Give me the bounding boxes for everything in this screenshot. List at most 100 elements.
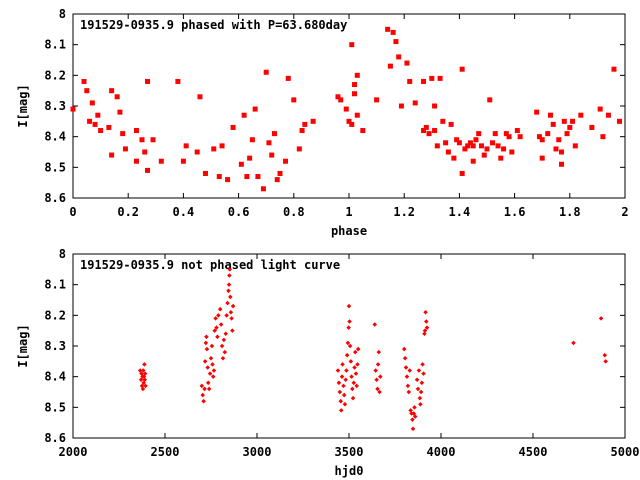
data-point bbox=[114, 94, 120, 100]
data-point bbox=[338, 97, 344, 103]
data-point bbox=[432, 103, 438, 109]
x-tick-label: 0.6 bbox=[228, 205, 250, 219]
data-point bbox=[291, 97, 297, 103]
data-point bbox=[424, 325, 430, 330]
data-point bbox=[216, 313, 221, 318]
data-point bbox=[220, 356, 226, 361]
data-point bbox=[139, 137, 145, 143]
data-point bbox=[459, 170, 465, 176]
data-point bbox=[611, 66, 617, 72]
data-point bbox=[495, 143, 501, 149]
data-point bbox=[227, 273, 232, 278]
data-point bbox=[501, 146, 507, 152]
x-tick-label: 0.4 bbox=[173, 205, 195, 219]
data-point bbox=[559, 149, 565, 155]
y-tick-label: 8.5 bbox=[44, 400, 66, 414]
data-point bbox=[396, 54, 402, 60]
data-point bbox=[226, 288, 231, 294]
data-point bbox=[109, 152, 115, 158]
data-point bbox=[200, 392, 205, 398]
data-point bbox=[426, 131, 432, 137]
data-point bbox=[418, 389, 424, 395]
data-point bbox=[138, 377, 144, 382]
x-tick-label: 1.2 bbox=[393, 205, 415, 219]
data-point bbox=[120, 131, 126, 137]
data-point bbox=[338, 398, 343, 404]
data-point bbox=[122, 146, 128, 152]
data-point bbox=[402, 356, 408, 361]
data-point bbox=[481, 152, 487, 158]
data-point bbox=[255, 174, 261, 180]
data-point bbox=[143, 383, 148, 389]
data-point bbox=[350, 386, 355, 392]
data-point bbox=[206, 386, 212, 392]
data-point bbox=[393, 39, 399, 45]
data-point bbox=[375, 362, 381, 367]
data-point bbox=[422, 328, 428, 333]
data-point bbox=[230, 124, 236, 130]
data-point bbox=[339, 408, 344, 413]
data-point bbox=[299, 128, 305, 134]
data-point bbox=[407, 368, 412, 373]
data-point bbox=[376, 349, 382, 355]
data-point bbox=[109, 88, 115, 94]
data-point bbox=[230, 303, 236, 309]
data-point bbox=[249, 137, 255, 143]
data-point bbox=[421, 128, 427, 134]
data-point bbox=[572, 143, 578, 149]
data-point bbox=[375, 386, 380, 392]
data-point bbox=[351, 380, 357, 386]
data-point bbox=[484, 146, 490, 152]
data-point bbox=[158, 158, 164, 164]
data-point bbox=[244, 174, 250, 180]
data-point bbox=[422, 331, 427, 336]
data-point bbox=[355, 362, 360, 367]
data-point bbox=[213, 316, 218, 321]
data-point bbox=[564, 131, 570, 137]
data-point bbox=[443, 140, 449, 146]
data-point bbox=[451, 155, 457, 161]
data-point bbox=[145, 78, 151, 84]
data-point bbox=[600, 134, 606, 140]
data-point bbox=[454, 137, 460, 143]
data-point bbox=[142, 149, 148, 155]
data-point bbox=[377, 389, 382, 395]
data-point bbox=[219, 343, 225, 349]
y-tick-label: 8.5 bbox=[44, 160, 66, 174]
data-point bbox=[344, 368, 349, 373]
data-point bbox=[296, 146, 302, 152]
data-point bbox=[216, 174, 222, 180]
data-point bbox=[221, 337, 227, 343]
x-tick-label: 4000 bbox=[427, 445, 456, 459]
data-point bbox=[545, 131, 551, 137]
data-point bbox=[349, 374, 354, 379]
data-point bbox=[277, 170, 283, 176]
data-point bbox=[398, 103, 404, 109]
data-point bbox=[347, 319, 352, 324]
data-point bbox=[423, 124, 429, 130]
data-point bbox=[150, 137, 156, 143]
data-point bbox=[616, 118, 622, 124]
data-point bbox=[354, 383, 359, 389]
data-point bbox=[201, 398, 206, 404]
data-point bbox=[183, 143, 189, 149]
data-point bbox=[467, 140, 473, 146]
chart-title: 191529-0935.9 phased with P=63.680day bbox=[80, 18, 347, 32]
data-point bbox=[360, 128, 366, 134]
data-point bbox=[226, 282, 232, 287]
data-point bbox=[404, 374, 410, 379]
unphased-light-curve-panel: 191529-0935.9 not phased light curve hjd… bbox=[16, 247, 639, 478]
data-point bbox=[448, 121, 454, 127]
y-tick-label: 8.1 bbox=[44, 278, 66, 292]
data-point bbox=[440, 118, 446, 124]
data-point bbox=[95, 112, 101, 118]
data-point bbox=[347, 343, 353, 349]
data-point bbox=[252, 106, 258, 112]
data-point bbox=[203, 340, 209, 346]
data-points bbox=[137, 267, 608, 432]
data-point bbox=[403, 365, 409, 370]
data-point bbox=[429, 75, 435, 81]
data-point bbox=[556, 137, 562, 143]
data-point bbox=[205, 380, 211, 386]
